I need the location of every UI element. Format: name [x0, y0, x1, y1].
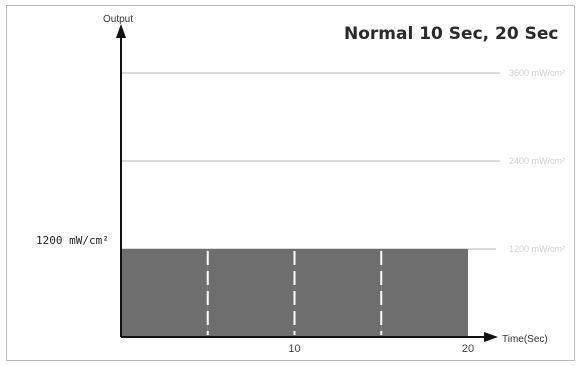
x-tick-label: 20 [462, 343, 474, 355]
reference-level-label: 3600 mW/cm² [509, 68, 565, 78]
output-bars [121, 249, 468, 337]
output-bar [294, 249, 382, 337]
output-value-label: 1200 mW/cm² [36, 234, 109, 247]
reference-level-label: 2400 mW/cm² [509, 156, 565, 166]
output-bar [207, 249, 295, 337]
y-axis-arrow [116, 24, 126, 38]
x-axis-arrow [484, 332, 498, 342]
reference-level-label: 1200 mW/cm² [509, 244, 565, 254]
output-bar [381, 249, 468, 337]
output-bar [121, 249, 208, 337]
pulse-dividers [206, 251, 383, 335]
x-axis-label: Time(Sec) [502, 334, 548, 345]
y-axis-label: Output [103, 14, 133, 25]
reference-levels: 1200 mW/cm² 2400 mW/cm² 3600 mW/cm² [121, 68, 565, 254]
x-ticks: 10 20 [288, 343, 474, 355]
chart-title: Normal 10 Sec, 20 Sec [344, 24, 558, 44]
x-tick-label: 10 [288, 343, 300, 355]
axes [116, 24, 498, 342]
